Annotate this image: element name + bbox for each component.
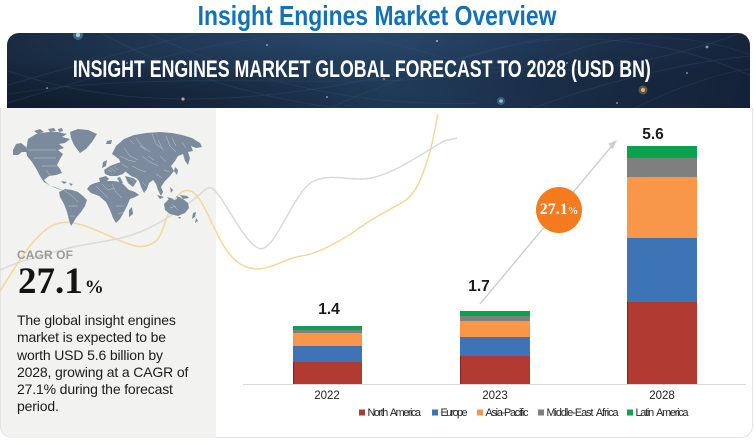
svg-text:North America: North America [368, 407, 422, 419]
svg-text:Europe: Europe [441, 407, 468, 419]
svg-text:Latin America: Latin America [636, 407, 689, 419]
svg-text:Asia-Pacific: Asia-Pacific [486, 407, 530, 419]
svg-text:Middle-East Africa: Middle-East Africa [547, 407, 619, 419]
